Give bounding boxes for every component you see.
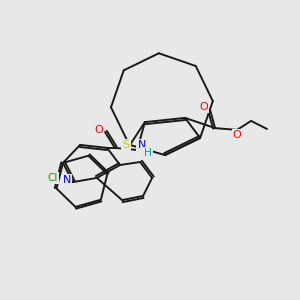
Text: O: O — [200, 101, 208, 112]
Text: H: H — [144, 148, 152, 158]
Text: S: S — [122, 140, 130, 150]
Text: O: O — [94, 125, 103, 135]
Text: Cl: Cl — [47, 173, 58, 183]
Text: N: N — [63, 175, 71, 185]
Text: N: N — [137, 140, 146, 150]
Text: O: O — [232, 130, 242, 140]
